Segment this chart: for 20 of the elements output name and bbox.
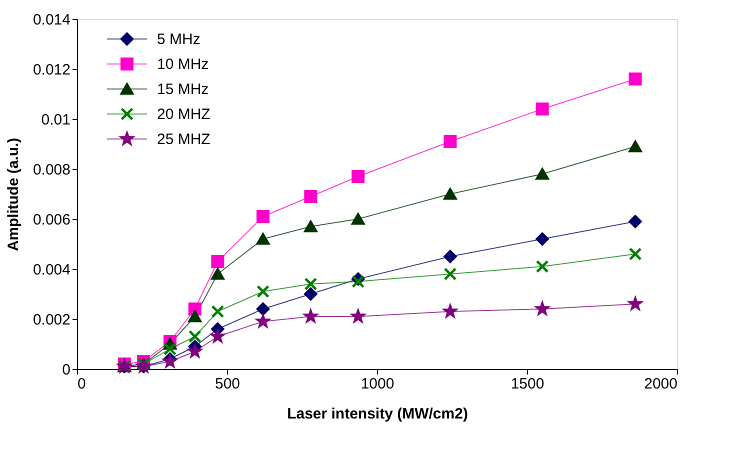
- y-tick-label: 0.012: [32, 62, 70, 78]
- y-tick-label: 0.014: [32, 12, 70, 28]
- x-tick-label: 500: [214, 376, 240, 392]
- x-tick-label: 1500: [510, 376, 544, 392]
- y-tick-label: 0.004: [32, 262, 70, 278]
- legend-label: 10 MHz: [157, 56, 209, 73]
- x-tick-label: 2000: [644, 376, 678, 392]
- legend-label: 15 MHz: [157, 81, 209, 98]
- x-tick-label: 0: [78, 376, 86, 392]
- y-tick-label: 0.008: [32, 162, 70, 178]
- y-tick-label: 0: [62, 362, 70, 378]
- y-tick-label: 0.006: [32, 212, 70, 228]
- legend-label: 20 MHZ: [157, 106, 210, 123]
- legend-label: 25 MHZ: [157, 131, 210, 148]
- x-tick-label: 1000: [360, 376, 394, 392]
- y-tick-label: 0.01: [41, 112, 70, 128]
- legend-label: 5 MHz: [157, 31, 200, 48]
- x-axis-title: Laser intensity (MW/cm2): [287, 406, 468, 422]
- y-axis-title: Amplitude (a.u.): [4, 138, 22, 252]
- y-tick-label: 0.002: [32, 312, 70, 328]
